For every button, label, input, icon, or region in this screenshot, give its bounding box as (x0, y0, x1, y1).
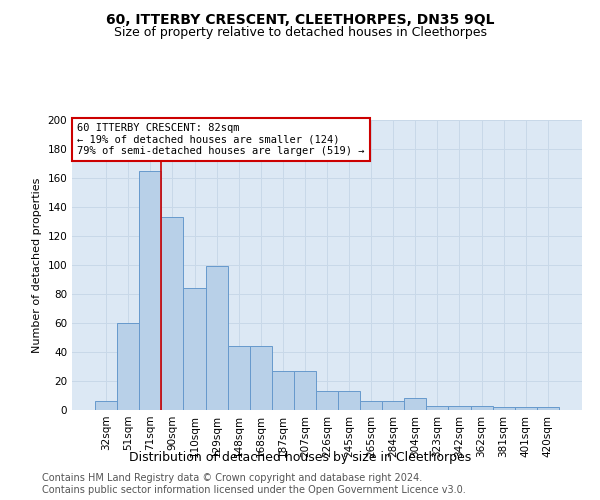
Bar (360, 402, 382, 410)
Bar (294, 371, 316, 410)
Text: 60 ITTERBY CRESCENT: 82sqm
← 19% of detached houses are smaller (124)
79% of sem: 60 ITTERBY CRESCENT: 82sqm ← 19% of deta… (77, 123, 365, 156)
Bar (250, 346, 272, 410)
Bar (515, 407, 537, 410)
Bar (184, 288, 206, 410)
Bar (272, 371, 294, 410)
Text: Contains HM Land Registry data © Crown copyright and database right 2024.
Contai: Contains HM Land Registry data © Crown c… (42, 474, 466, 495)
Bar (470, 406, 493, 410)
Bar (117, 323, 139, 410)
Y-axis label: Number of detached properties: Number of detached properties (32, 178, 42, 352)
Text: Distribution of detached houses by size in Cleethorpes: Distribution of detached houses by size … (129, 451, 471, 464)
Bar (206, 266, 227, 410)
Text: 60, ITTERBY CRESCENT, CLEETHORPES, DN35 9QL: 60, ITTERBY CRESCENT, CLEETHORPES, DN35 … (106, 12, 494, 26)
Bar (161, 217, 184, 410)
Bar (95, 402, 117, 410)
Bar (404, 398, 427, 410)
Bar (316, 391, 338, 410)
Bar (139, 171, 161, 410)
Bar (338, 391, 360, 410)
Text: Size of property relative to detached houses in Cleethorpes: Size of property relative to detached ho… (113, 26, 487, 39)
Bar (448, 406, 470, 410)
Bar (227, 346, 250, 410)
Bar (537, 407, 559, 410)
Bar (427, 406, 448, 410)
Bar (493, 407, 515, 410)
Bar (382, 402, 404, 410)
